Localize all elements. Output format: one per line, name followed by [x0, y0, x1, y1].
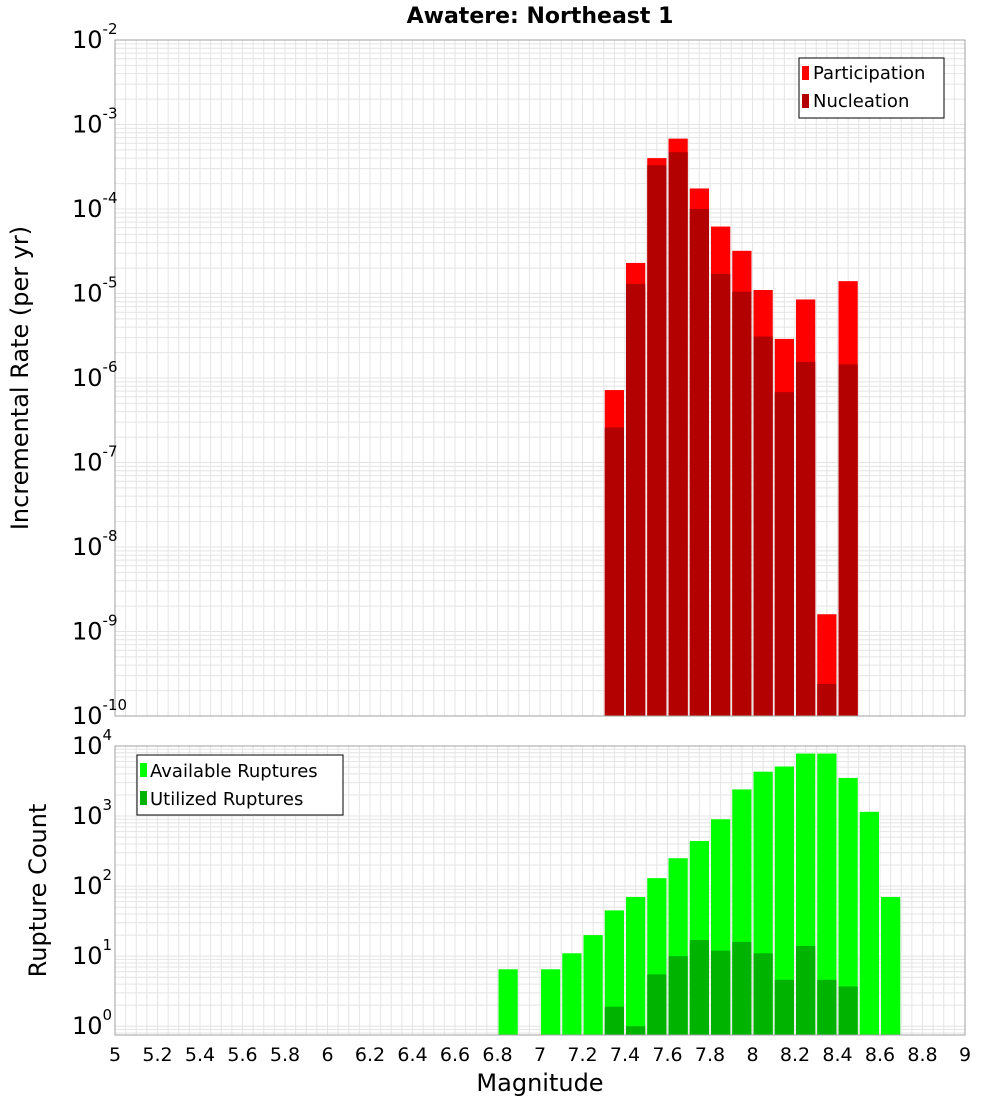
x-tick-label: 5.2	[142, 1044, 172, 1066]
y-axis-label-bottom: Rupture Count	[24, 804, 52, 978]
y-axis-label-top: Incremental Rate (per yr)	[6, 226, 34, 530]
panel-rupture-count: 100 101 102 103 104 Rupture Count Available …	[24, 726, 966, 1040]
bar-utilized-ruptures	[796, 945, 816, 1035]
bar-nucleation	[647, 165, 667, 717]
y-tick-label: 104	[72, 726, 112, 760]
plot-border-bottom	[114, 745, 966, 1036]
legend-label-utilized: Utilized Ruptures	[150, 789, 303, 810]
x-tick-label: 6.4	[397, 1044, 427, 1066]
bar-available-ruptures	[541, 969, 561, 1035]
bar-available-ruptures	[626, 896, 646, 1035]
x-tick-label: 8.8	[907, 1044, 937, 1066]
x-tick-label: 9	[959, 1044, 971, 1066]
x-ticks: 5 5.2 5.4 5.6 5.8 6 6.2 6.4 6.6 6.8 7 7.2 7.4 7.6 7.8 8…	[109, 1044, 971, 1066]
x-tick-label: 5	[109, 1044, 121, 1066]
x-tick-label: 7.8	[695, 1044, 725, 1066]
bar-available-ruptures	[604, 910, 624, 1035]
legend-top: Participation Nucleation	[798, 57, 945, 119]
bar-nucleation	[626, 283, 646, 716]
x-tick-label: 6.6	[440, 1044, 470, 1066]
legend-swatch-participation	[802, 66, 809, 80]
bars-top	[604, 138, 858, 717]
x-tick-label: 5.8	[270, 1044, 300, 1066]
bar-utilized-ruptures	[668, 956, 688, 1035]
bar-utilized-ruptures	[732, 941, 752, 1035]
bar-nucleation	[774, 392, 794, 716]
legend-swatch-nucleation	[802, 94, 809, 108]
x-tick-label: 7.6	[652, 1044, 682, 1066]
grid-top	[114, 39, 966, 717]
bar-available-ruptures	[583, 935, 603, 1035]
x-tick-label: 6.8	[482, 1044, 512, 1066]
bar-utilized-ruptures	[689, 940, 709, 1035]
plot-border-top	[114, 39, 966, 717]
bar-nucleation	[796, 361, 816, 716]
bar-available-ruptures	[881, 896, 901, 1035]
x-tick-label: 8.4	[822, 1044, 852, 1066]
bar-nucleation	[689, 209, 709, 716]
legend-label-nucleation: Nucleation	[813, 91, 909, 112]
bar-nucleation	[838, 364, 858, 716]
y-tick-label: 100	[72, 1006, 112, 1040]
legend-swatch-available	[140, 763, 147, 777]
y-tick-label: 102	[72, 866, 112, 900]
x-axis-label: Magnitude	[476, 1069, 603, 1097]
y-tick-label: 10-9	[72, 612, 118, 646]
bar-utilized-ruptures	[626, 1026, 646, 1035]
x-tick-label: 5.6	[227, 1044, 257, 1066]
x-tick-label: 6.2	[355, 1044, 385, 1066]
bar-nucleation	[604, 427, 624, 716]
bar-available-ruptures	[562, 953, 582, 1035]
legend-label-participation: Participation	[813, 63, 925, 84]
legend-label-available: Available Ruptures	[150, 761, 318, 782]
bar-utilized-ruptures	[604, 1006, 624, 1035]
bar-nucleation	[753, 336, 773, 716]
legend-box-bottom	[136, 754, 344, 816]
bar-available-ruptures	[817, 753, 837, 1035]
y-tick-label: 10-3	[72, 105, 118, 139]
y-ticks-top: 10-10 10-9 10-8 10-7 10-6 10-5 10-4 10-3 10-2	[72, 20, 127, 730]
bar-nucleation	[668, 152, 688, 716]
bar-utilized-ruptures	[711, 950, 731, 1035]
x-tick-label: 6	[321, 1044, 333, 1066]
bar-available-ruptures	[859, 811, 879, 1035]
y-ticks-bottom: 100 101 102 103 104	[72, 726, 112, 1040]
bar-nucleation	[711, 274, 731, 716]
x-tick-label: 8	[746, 1044, 758, 1066]
chart-title: Awatere: Northeast 1	[407, 4, 674, 29]
bar-utilized-ruptures	[753, 953, 773, 1035]
y-tick-label: 10-8	[72, 527, 118, 561]
x-tick-label: 7	[534, 1044, 546, 1066]
bar-utilized-ruptures	[817, 979, 837, 1035]
y-tick-label: 10-5	[72, 274, 118, 308]
bar-utilized-ruptures	[647, 974, 667, 1035]
x-tick-label: 5.4	[185, 1044, 215, 1066]
bar-nucleation	[732, 291, 752, 716]
panel-incremental-rate: 10-10 10-9 10-8 10-7 10-6 10-5 10-4 10-3 10-2 In…	[6, 20, 966, 730]
y-tick-label: 10-10	[72, 696, 127, 730]
bars-bottom	[498, 753, 901, 1035]
y-tick-label: 10-4	[72, 189, 118, 223]
y-tick-label: 101	[72, 936, 112, 970]
bar-available-ruptures	[498, 969, 518, 1035]
legend-bottom: Available Ruptures Utilized Ruptures	[136, 754, 344, 816]
x-tick-label: 7.2	[567, 1044, 597, 1066]
x-tick-label: 8.6	[865, 1044, 895, 1066]
bar-available-ruptures	[774, 766, 794, 1035]
y-tick-label: 10-7	[72, 443, 118, 477]
y-tick-label: 103	[72, 796, 112, 830]
legend-box-top	[798, 57, 945, 119]
y-tick-label: 10-6	[72, 358, 118, 392]
bar-nucleation	[817, 683, 837, 716]
y-tick-label: 10-2	[72, 20, 118, 54]
legend-swatch-utilized	[140, 791, 147, 805]
x-tick-label: 8.2	[780, 1044, 810, 1066]
bar-utilized-ruptures	[838, 986, 858, 1035]
bar-utilized-ruptures	[774, 979, 794, 1035]
bar-available-ruptures	[838, 777, 858, 1035]
x-tick-label: 7.4	[610, 1044, 640, 1066]
